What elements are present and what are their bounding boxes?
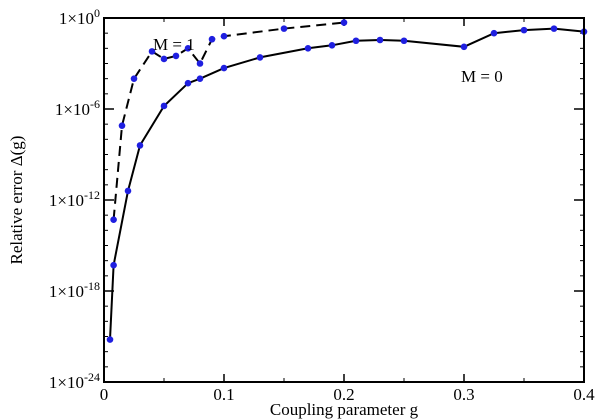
data-point-series-0	[376, 36, 384, 44]
data-point-series-1	[280, 25, 288, 32]
data-point-series-1	[118, 122, 126, 129]
data-point-series-1	[148, 48, 156, 55]
data-point-series-0	[124, 187, 132, 195]
data-point-series-0	[110, 261, 117, 269]
data-point-series-0	[106, 336, 114, 343]
x-tick-label: 0	[100, 385, 109, 404]
data-point-series-0	[220, 64, 228, 72]
data-point-series-1	[340, 19, 348, 26]
data-point-series-1	[172, 52, 180, 60]
data-point-series-0	[160, 102, 168, 110]
data-point-series-1	[196, 60, 204, 67]
data-point-series-0	[256, 54, 264, 61]
plot-frame	[103, 17, 585, 383]
x-tick-label: 0.1	[213, 385, 234, 404]
data-point-series-1	[184, 45, 192, 52]
data-point-series-0	[136, 142, 144, 149]
data-point-series-1	[160, 55, 168, 63]
data-point-series-0	[352, 37, 360, 45]
y-tick-label: 1×10-24	[49, 370, 100, 392]
x-tick-label: 0.3	[453, 385, 474, 404]
x-tick-label: 0.4	[573, 385, 595, 404]
y-tick-label: 1×10-6	[55, 97, 100, 119]
y-tick-label: 1×10-18	[49, 279, 100, 301]
data-point-series-1	[130, 75, 138, 82]
series-label-m1: M = 1	[153, 35, 195, 54]
series-line-0	[109, 27, 585, 340]
data-point-series-0	[520, 26, 528, 34]
data-point-series-1	[220, 32, 228, 40]
ticks-layer: 0 0.1 0.2 0.3 0.4 1×100 1×10-6 1×10-12 1×10-18 1×…	[49, 6, 595, 404]
y-tick-label: 1×10-12	[49, 188, 100, 210]
data-point-series-0	[184, 79, 192, 87]
y-axis-label: Relative error Δ(g)	[7, 136, 26, 265]
data-point-series-0	[400, 37, 408, 45]
data-point-series-0	[196, 75, 204, 82]
data-point-series-1	[110, 216, 117, 224]
data-point-series-0	[460, 43, 468, 51]
data-point-series-0	[328, 42, 336, 49]
x-axis-label: Coupling parameter g	[270, 400, 419, 419]
series-label-m0: M = 0	[461, 67, 503, 86]
series-layer	[106, 19, 588, 343]
series-line-1	[112, 21, 345, 220]
data-point-series-0	[304, 45, 312, 52]
data-point-series-0	[490, 29, 498, 37]
y-tick-label: 1×100	[59, 6, 100, 28]
data-point-series-1	[208, 35, 216, 43]
x-tick-label: 0.2	[333, 385, 354, 404]
data-point-series-0	[550, 25, 558, 32]
